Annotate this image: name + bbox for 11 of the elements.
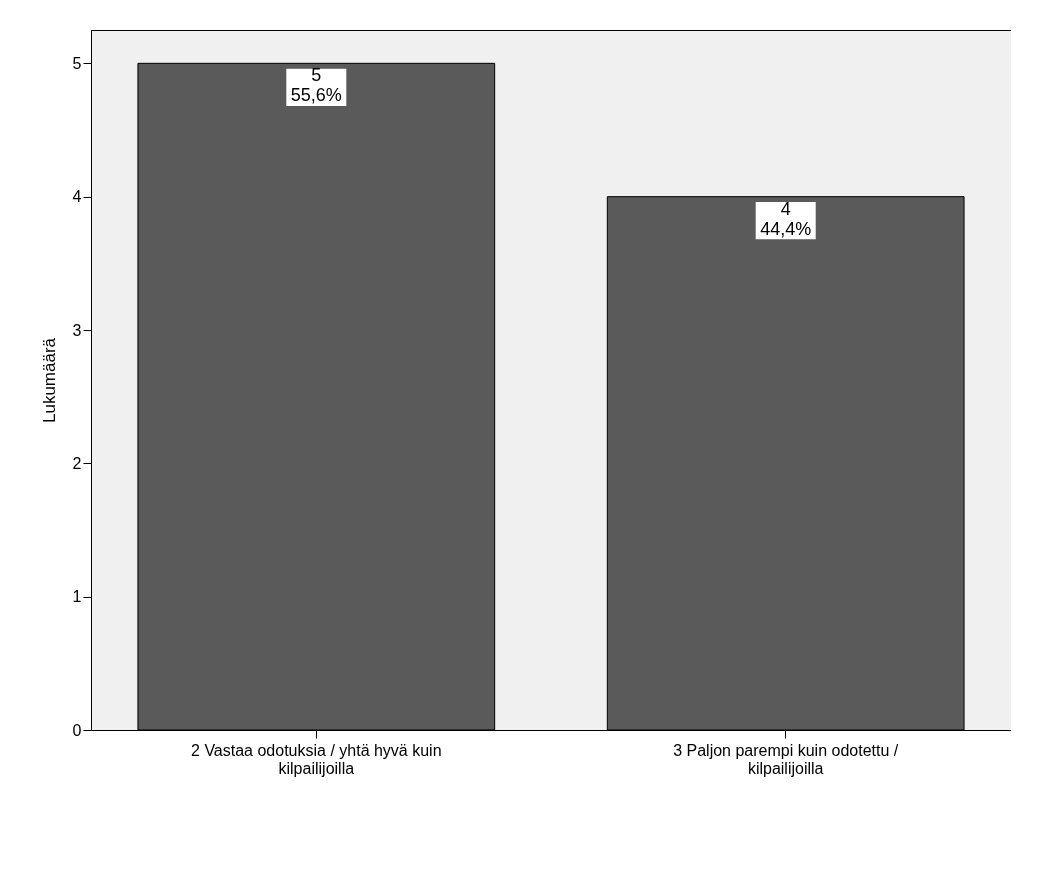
y-tick-label: 4 xyxy=(72,188,82,206)
y-tick-label: 2 xyxy=(72,454,82,472)
y-tick-label: 5 xyxy=(72,54,82,72)
y-tick-label: 0 xyxy=(72,721,82,739)
x-tick-label: 2 Vastaa odotuksia / yhtä hyvä kuin kilpailijoilla xyxy=(191,741,442,777)
y-tick-label: 1 xyxy=(72,588,82,606)
data-label: 5 55,6% xyxy=(290,65,342,106)
data-label: 4 44,4% xyxy=(760,198,812,239)
x-tick-label: 3 Paljon parempi kuin odotettu / kilpailijoilla xyxy=(673,741,899,777)
y-tick-label: 3 xyxy=(72,321,82,339)
y-axis-title: Lukumäärä xyxy=(39,337,59,424)
